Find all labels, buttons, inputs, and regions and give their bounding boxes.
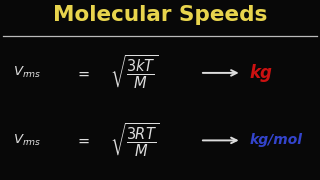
Text: $\sqrt{\dfrac{3kT}{M}}$: $\sqrt{\dfrac{3kT}{M}}$ xyxy=(110,54,159,91)
Text: kg/mol: kg/mol xyxy=(250,133,303,147)
Text: $=$: $=$ xyxy=(75,65,91,80)
Text: $V_{rms}$: $V_{rms}$ xyxy=(13,65,41,80)
Text: $\sqrt{\dfrac{3RT}{M}}$: $\sqrt{\dfrac{3RT}{M}}$ xyxy=(110,122,160,159)
Text: $=$: $=$ xyxy=(75,133,91,148)
Text: kg: kg xyxy=(250,64,272,82)
Text: Molecular Speeds: Molecular Speeds xyxy=(53,5,267,25)
Text: $V_{rms}$: $V_{rms}$ xyxy=(13,133,41,148)
